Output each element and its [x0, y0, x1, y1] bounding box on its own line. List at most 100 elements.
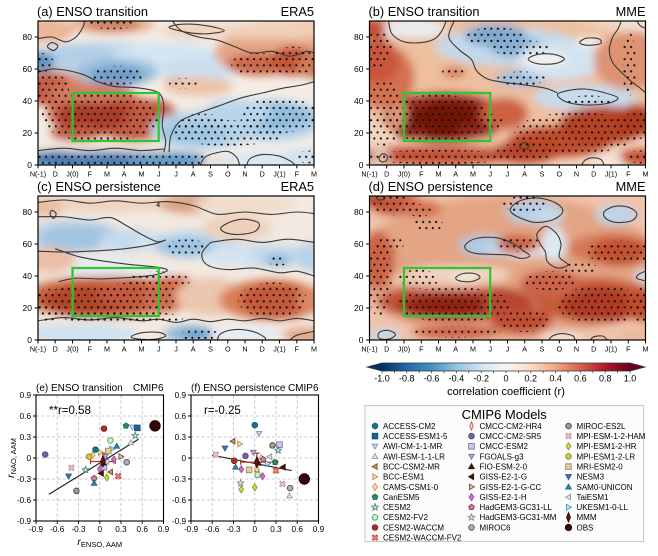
svg-text:J: J	[489, 345, 493, 354]
svg-text:J: J	[157, 170, 161, 179]
svg-text:CMIP6: CMIP6	[288, 383, 319, 394]
svg-text:MRI-ESM2-0: MRI-ESM2-0	[577, 463, 624, 472]
svg-text:A: A	[522, 345, 527, 354]
svg-text:MMM: MMM	[577, 513, 597, 522]
svg-text:60: 60	[354, 239, 364, 249]
svg-text:0: 0	[253, 525, 258, 534]
svg-text:M: M	[311, 345, 317, 354]
svg-text:N(-1): N(-1)	[30, 170, 46, 179]
svg-text:HadGEM3-GC31-LL: HadGEM3-GC31-LL	[480, 503, 553, 512]
svg-text:O: O	[557, 345, 563, 354]
svg-text:A: A	[191, 345, 196, 354]
svg-text:20: 20	[354, 303, 364, 313]
svg-text:GISS-E2-1-G-CC: GISS-E2-1-G-CC	[480, 483, 542, 492]
svg-text:0.6: 0.6	[292, 525, 304, 534]
svg-text:0: 0	[26, 454, 31, 463]
svg-text:FGOALS-g3: FGOALS-g3	[480, 452, 525, 461]
svg-text:A: A	[191, 170, 196, 179]
svg-text:CESM2: CESM2	[383, 503, 411, 512]
svg-text:ERA5: ERA5	[281, 4, 314, 19]
svg-text:0.9: 0.9	[20, 391, 32, 400]
svg-text:(e) ENSO transition: (e) ENSO transition	[36, 383, 123, 394]
svg-text:N: N	[242, 345, 247, 354]
svg-text:BCC-CSM2-MR: BCC-CSM2-MR	[383, 463, 440, 472]
svg-text:ACCESS-CM2: ACCESS-CM2	[383, 422, 436, 431]
svg-text:CanESM5: CanESM5	[383, 493, 420, 502]
svg-text:F: F	[88, 345, 93, 354]
svg-text:J(1): J(1)	[605, 170, 617, 179]
svg-text:-1.0: -1.0	[374, 374, 390, 384]
svg-text:M: M	[139, 345, 145, 354]
svg-text:F: F	[626, 170, 631, 179]
svg-text:CMCC-ESM2: CMCC-ESM2	[480, 442, 529, 451]
svg-text:N: N	[574, 345, 579, 354]
svg-text:80: 80	[23, 32, 33, 42]
svg-text:80: 80	[354, 207, 364, 217]
svg-text:OBS: OBS	[577, 523, 594, 532]
svg-text:correlation coefficient (r): correlation coefficient (r)	[447, 386, 565, 398]
svg-text:M: M	[470, 170, 476, 179]
svg-text:-0.3: -0.3	[71, 525, 86, 534]
svg-text:0.3: 0.3	[175, 433, 187, 442]
svg-text:-0.3: -0.3	[17, 475, 32, 484]
svg-text:GISS-E2-1-H: GISS-E2-1-H	[480, 493, 527, 502]
svg-text:-0.6: -0.6	[172, 496, 187, 505]
svg-text:rNAO, AAM: rNAO, AAM	[5, 438, 18, 478]
svg-text:ERA5: ERA5	[281, 179, 314, 194]
svg-text:D: D	[384, 345, 389, 354]
svg-text:r=-0.25: r=-0.25	[204, 405, 241, 417]
svg-text:A: A	[453, 345, 458, 354]
svg-text:J: J	[489, 170, 493, 179]
svg-text:GISS-E2-1-G: GISS-E2-1-G	[480, 473, 528, 482]
svg-text:J: J	[506, 170, 510, 179]
svg-text:O: O	[225, 170, 231, 179]
svg-text:A: A	[522, 170, 527, 179]
svg-text:60: 60	[23, 239, 33, 249]
svg-text:SAM0-UNICON: SAM0-UNICON	[577, 483, 633, 492]
svg-text:M: M	[311, 170, 317, 179]
svg-text:F: F	[419, 170, 424, 179]
svg-text:(f) ENSO persistence: (f) ENSO persistence	[191, 383, 286, 394]
svg-text:M: M	[104, 170, 110, 179]
svg-text:40: 40	[23, 271, 33, 281]
svg-text:(a) ENSO transition: (a) ENSO transition	[37, 4, 148, 19]
svg-text:0.9: 0.9	[175, 391, 187, 400]
svg-text:0: 0	[27, 335, 32, 345]
svg-text:N: N	[574, 170, 579, 179]
svg-text:0: 0	[503, 374, 508, 384]
svg-text:CMCC-CM2-HR4: CMCC-CM2-HR4	[480, 422, 543, 431]
svg-text:A: A	[453, 170, 458, 179]
svg-text:CESM2-WACCM: CESM2-WACCM	[383, 523, 444, 532]
svg-text:J(0): J(0)	[66, 345, 78, 354]
svg-text:CMIP6: CMIP6	[133, 383, 164, 394]
svg-text:FIO-ESM-2-0: FIO-ESM-2-0	[480, 463, 528, 472]
svg-text:-0.3: -0.3	[226, 525, 241, 534]
svg-text:-0.3: -0.3	[172, 475, 187, 484]
svg-text:D: D	[384, 170, 389, 179]
svg-text:80: 80	[354, 32, 364, 42]
svg-text:M: M	[104, 345, 110, 354]
svg-text:**r=0.58: **r=0.58	[49, 405, 91, 417]
svg-text:MPI-ESM1-2-LR: MPI-ESM1-2-LR	[577, 452, 636, 461]
svg-text:N(-1): N(-1)	[361, 345, 377, 354]
svg-text:0: 0	[27, 160, 32, 170]
svg-text:A: A	[122, 170, 127, 179]
svg-text:MIROC-ES2L: MIROC-ES2L	[577, 422, 626, 431]
svg-text:J(0): J(0)	[398, 345, 410, 354]
svg-text:20: 20	[23, 128, 33, 138]
svg-text:0.2: 0.2	[525, 374, 538, 384]
svg-text:MPI-ESM-1-2-HAM: MPI-ESM-1-2-HAM	[577, 432, 646, 441]
svg-text:J(1): J(1)	[273, 345, 285, 354]
svg-text:M: M	[436, 345, 442, 354]
svg-text:0.3: 0.3	[115, 525, 127, 534]
svg-text:0.6: 0.6	[175, 412, 187, 421]
svg-text:MIROC6: MIROC6	[480, 523, 512, 532]
svg-text:F: F	[419, 345, 424, 354]
svg-text:D: D	[260, 345, 265, 354]
svg-text:F: F	[295, 170, 300, 179]
svg-text:NESM3: NESM3	[577, 473, 605, 482]
svg-text:0.9: 0.9	[313, 525, 325, 534]
svg-text:J(1): J(1)	[605, 345, 617, 354]
svg-text:M: M	[139, 170, 145, 179]
svg-text:rENSO, AAM: rENSO, AAM	[77, 536, 122, 549]
